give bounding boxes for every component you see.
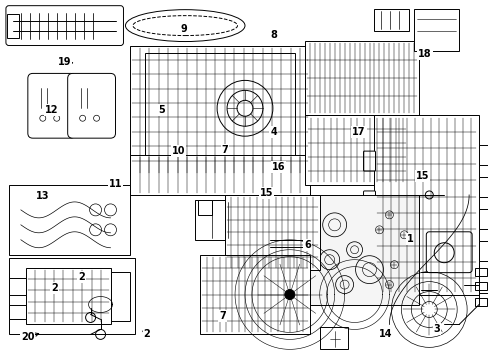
Text: 12: 12 bbox=[45, 105, 59, 115]
Text: 16: 16 bbox=[271, 162, 285, 172]
Text: 14: 14 bbox=[378, 329, 392, 339]
Bar bbox=[26, 268, 110, 324]
Bar bbox=[224, 195, 319, 270]
Bar bbox=[110, 272, 130, 321]
FancyBboxPatch shape bbox=[67, 73, 115, 138]
Ellipse shape bbox=[133, 15, 237, 36]
Bar bbox=[478, 241, 488, 261]
Text: 4: 4 bbox=[270, 127, 277, 136]
Text: 1: 1 bbox=[406, 234, 413, 244]
FancyBboxPatch shape bbox=[363, 151, 375, 171]
FancyBboxPatch shape bbox=[363, 191, 375, 211]
Bar bbox=[413, 9, 458, 50]
Bar bbox=[309, 195, 419, 305]
Bar bbox=[9, 258, 135, 334]
Bar bbox=[198, 200, 212, 215]
Bar bbox=[195, 200, 244, 240]
FancyBboxPatch shape bbox=[363, 231, 375, 251]
Circle shape bbox=[285, 289, 294, 300]
Text: 2: 2 bbox=[78, 272, 84, 282]
Text: 2: 2 bbox=[143, 329, 150, 339]
Bar bbox=[130, 155, 309, 195]
Text: 15: 15 bbox=[259, 188, 273, 198]
Text: 15: 15 bbox=[415, 171, 428, 181]
Text: 3: 3 bbox=[433, 324, 439, 334]
Bar bbox=[304, 115, 408, 185]
Bar bbox=[9, 278, 26, 294]
Bar bbox=[319, 328, 347, 349]
Bar bbox=[478, 209, 488, 229]
Bar bbox=[474, 282, 486, 289]
Text: 20: 20 bbox=[21, 332, 35, 342]
FancyBboxPatch shape bbox=[28, 73, 76, 138]
Bar bbox=[474, 298, 486, 306]
Text: 7: 7 bbox=[219, 311, 225, 321]
Text: 9: 9 bbox=[180, 24, 186, 35]
Bar bbox=[374, 115, 478, 294]
Text: 8: 8 bbox=[270, 30, 277, 40]
Text: 18: 18 bbox=[417, 49, 431, 59]
Bar bbox=[478, 273, 488, 293]
Ellipse shape bbox=[125, 10, 244, 41]
Text: 6: 6 bbox=[304, 239, 310, 249]
Text: 7: 7 bbox=[221, 144, 228, 154]
Bar bbox=[374, 9, 408, 31]
Text: 19: 19 bbox=[58, 57, 71, 67]
Text: 13: 13 bbox=[36, 191, 49, 201]
Bar bbox=[478, 145, 488, 165]
Bar bbox=[9, 305, 26, 319]
Bar bbox=[7, 14, 19, 37]
Bar bbox=[130, 45, 309, 175]
Bar bbox=[9, 185, 130, 255]
Text: 10: 10 bbox=[172, 146, 185, 156]
Bar bbox=[474, 268, 486, 276]
Text: 5: 5 bbox=[158, 105, 165, 115]
FancyBboxPatch shape bbox=[426, 232, 471, 273]
Bar bbox=[304, 41, 419, 115]
Bar bbox=[145, 54, 294, 167]
Text: 11: 11 bbox=[108, 179, 122, 189]
Text: 2: 2 bbox=[51, 283, 58, 293]
Text: 17: 17 bbox=[351, 127, 365, 136]
Bar bbox=[200, 255, 309, 334]
Bar bbox=[478, 177, 488, 197]
FancyBboxPatch shape bbox=[6, 6, 123, 45]
